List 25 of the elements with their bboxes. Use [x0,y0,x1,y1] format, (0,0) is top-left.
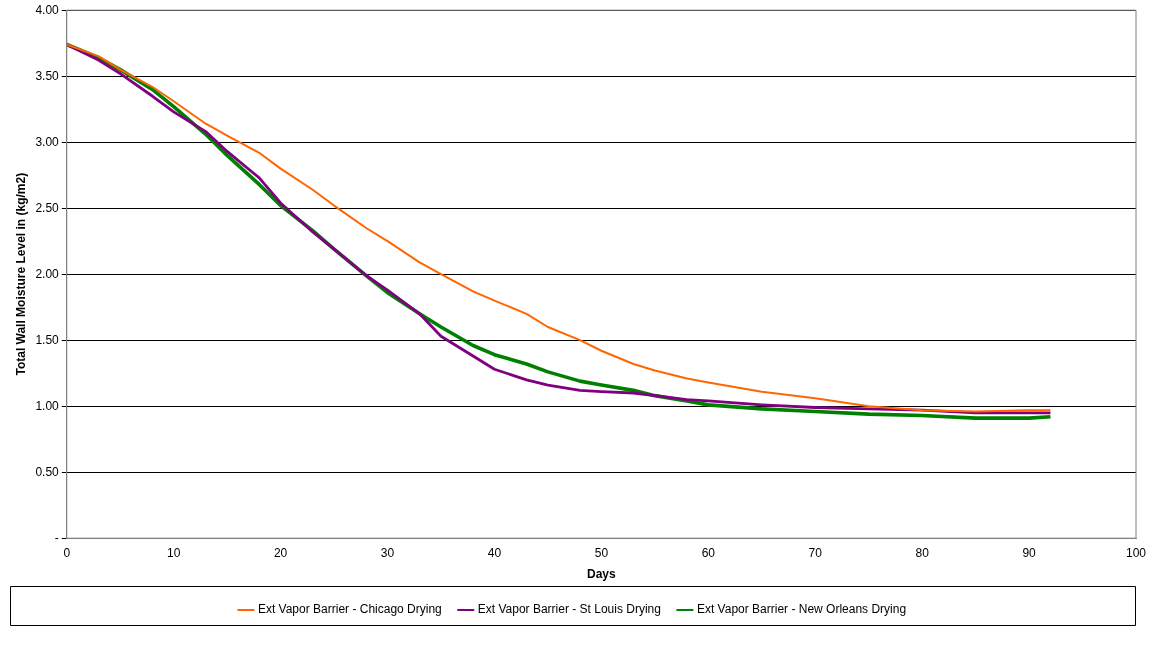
x-tick-label: 80 [915,545,930,560]
x-tick-label: 70 [808,545,823,560]
legend-label: Ext Vapor Barrier - New Orleans Drying [696,602,907,617]
y-tick-label: 2.00 [35,266,60,281]
y-tick-label: 3.50 [35,68,60,83]
x-tick-label: 10 [167,545,181,560]
x-tick-label: 60 [701,545,716,560]
y-tick-label: 2.50 [35,200,60,215]
y-tick-label: - [54,530,59,545]
y-tick-label: 4.00 [35,2,60,17]
x-tick-label: 90 [1022,545,1037,560]
x-tick-label: 50 [594,545,609,560]
y-tick-label: 1.00 [35,398,60,413]
y-tick-label: 3.00 [35,134,60,149]
y-tick-label: 0.50 [35,464,60,479]
x-tick-label: 0 [63,545,71,560]
y-tick-label: 1.50 [35,332,60,347]
x-tick-label: 100 [1125,545,1147,560]
x-tick-label: 20 [273,545,288,560]
x-tick-label: 40 [487,545,502,560]
legend-label: Ext Vapor Barrier - Chicago Drying [257,602,442,617]
x-tick-label: 30 [380,545,395,560]
x-axis-title: Days [587,567,617,582]
legend-label: Ext Vapor Barrier - St Louis Drying [477,602,661,617]
y-axis-title: Total Wall Moisture Level in (kg/m2) [13,172,28,376]
